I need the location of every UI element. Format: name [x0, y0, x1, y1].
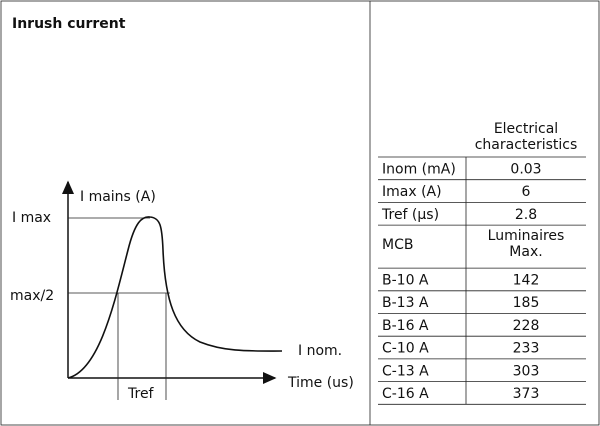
tref-label: Tref [127, 386, 155, 402]
inom-label: I nom. [298, 343, 342, 359]
mcb-value: 142 [513, 272, 540, 288]
mcb-header-value: Luminaires Max. [488, 228, 565, 260]
table: Electrical characteristics Inom (mA) 0.03 Im… [378, 121, 586, 405]
half-label: max/2 [10, 288, 54, 304]
row-label: Imax (A) [382, 184, 442, 200]
mcb-label: C-10 A [382, 341, 429, 357]
y-axis-label: I mains (A) [80, 189, 156, 205]
row-value: 6 [522, 184, 531, 200]
mcb-value: 228 [513, 318, 540, 334]
row-label: Tref (µs) [381, 207, 439, 223]
curve [67, 216, 283, 379]
mcb-label: B-10 A [382, 272, 429, 288]
mcb-value: 185 [513, 295, 540, 311]
imax-label: I max [12, 210, 51, 226]
row-label: Inom (mA) [382, 161, 456, 177]
mcb-label: B-13 A [382, 295, 429, 311]
diagram: I mains (A) I max max/2 I nom. Time (us)… [10, 180, 354, 402]
mcb-label: C-16 A [382, 386, 429, 402]
mcb-value: 233 [513, 341, 540, 357]
mcb-value: 373 [513, 386, 540, 402]
title: Inrush current [12, 16, 126, 32]
row-value: 0.03 [510, 161, 541, 177]
mcb-label: B-16 A [382, 318, 429, 334]
x-axis-label: Time (us) [287, 375, 354, 391]
mcb-value: 303 [513, 363, 540, 379]
mcb-header: MCB [382, 237, 413, 253]
mcb-label: C-13 A [382, 363, 429, 379]
table-header: Electrical characteristics [475, 121, 578, 153]
row-value: 2.8 [515, 207, 537, 223]
